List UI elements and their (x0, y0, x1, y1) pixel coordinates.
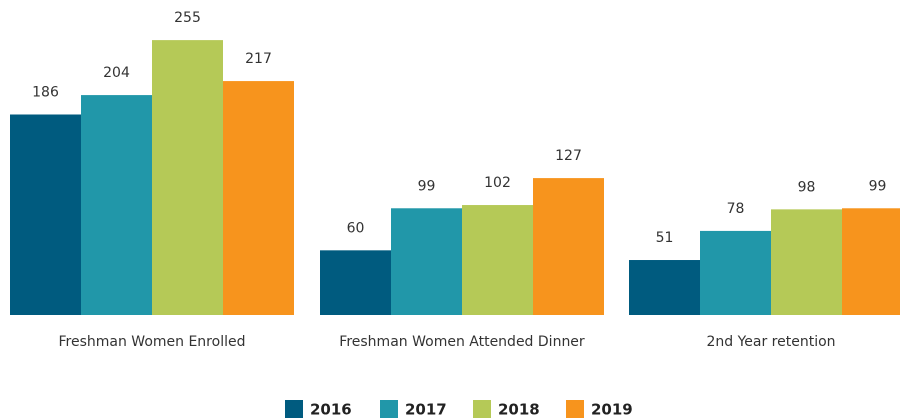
legend-label: 2016 (310, 401, 352, 419)
legend-label: 2019 (591, 401, 633, 419)
value-label: 51 (656, 230, 674, 246)
value-label: 102 (484, 175, 511, 191)
legend-swatch (566, 400, 584, 418)
value-label: 99 (869, 178, 887, 194)
bar (320, 250, 391, 315)
value-label: 98 (798, 179, 816, 195)
bar (81, 95, 152, 315)
legend-swatch (380, 400, 398, 418)
value-label: 217 (245, 51, 272, 67)
bar (629, 260, 700, 315)
value-label: 204 (103, 65, 130, 81)
category-label: 2nd Year retention (706, 334, 835, 350)
category-label: Freshman Women Attended Dinner (339, 334, 585, 350)
legend-label: 2018 (498, 401, 540, 419)
bar (842, 208, 900, 315)
bar (223, 81, 294, 315)
value-label: 255 (174, 10, 201, 26)
bar (152, 40, 223, 316)
value-label: 127 (555, 148, 582, 164)
value-label: 186 (32, 84, 59, 100)
bar (771, 209, 842, 315)
legend-swatch (473, 400, 491, 418)
bar (10, 114, 81, 315)
category-label: Freshman Women Enrolled (59, 334, 246, 350)
bar (462, 205, 533, 315)
value-label: 60 (347, 220, 365, 236)
bar (533, 178, 604, 315)
value-label: 99 (418, 178, 436, 194)
value-label: 78 (727, 201, 745, 217)
bar (391, 208, 462, 315)
bar (700, 230, 771, 315)
legend-swatch (285, 400, 303, 418)
legend-label: 2017 (405, 401, 447, 419)
